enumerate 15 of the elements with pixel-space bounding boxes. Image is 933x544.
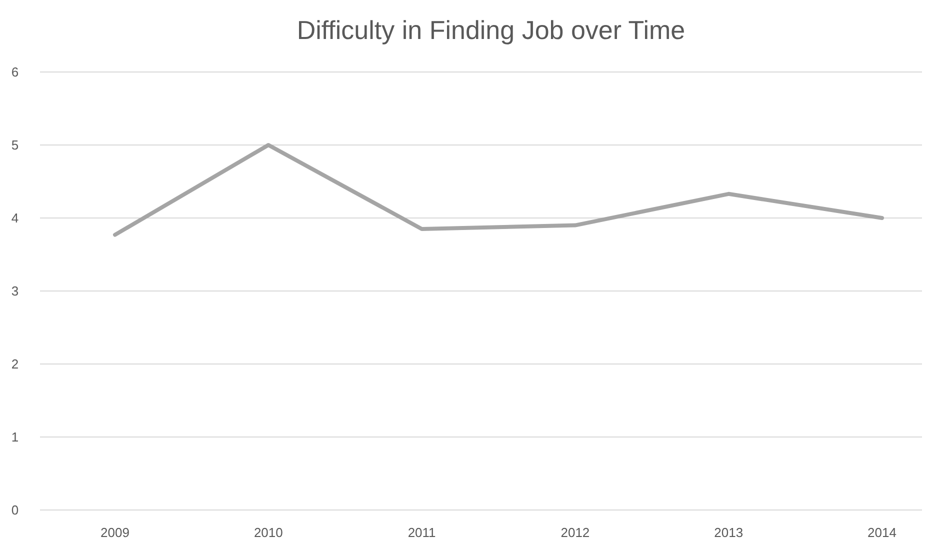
y-tick-label: 1 <box>11 430 19 445</box>
x-tick-label: 2012 <box>560 525 590 540</box>
chart-title: Difficulty in Finding Job over Time <box>296 15 686 45</box>
line-series <box>113 143 884 237</box>
x-tick-label: 2013 <box>714 525 744 540</box>
y-tick-label: 0 <box>11 502 19 518</box>
y-tick-label: 5 <box>11 138 19 153</box>
x-tick-label: 2011 <box>408 525 436 540</box>
x-tick-label: 2009 <box>100 525 130 540</box>
y-tick-label: 2 <box>11 356 19 372</box>
y-tick-label: 3 <box>11 284 19 299</box>
x-tick-label: 2014 <box>868 525 896 540</box>
y-tick-label: 4 <box>11 210 19 226</box>
x-tick-label: 2010 <box>254 525 283 540</box>
y-tick-label: 6 <box>11 64 19 80</box>
